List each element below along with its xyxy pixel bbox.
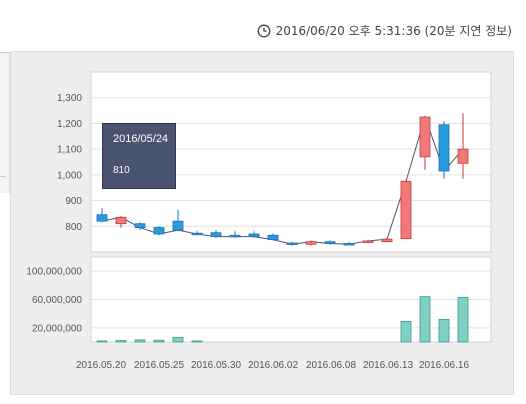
volume-bar	[153, 339, 165, 343]
candle-down	[134, 223, 146, 228]
candle-down	[210, 232, 222, 237]
candle-down	[172, 220, 184, 231]
candle-down	[267, 234, 279, 241]
x-tick-label: 2016.05.25	[134, 360, 184, 371]
price-tick-label: 1,100	[57, 145, 82, 156]
x-tick-label: 2016.06.02	[248, 360, 298, 371]
volume-bar	[438, 318, 450, 343]
timestamp-text: 2016/06/20 오후 5:31:36 (20분 지연 정보)	[275, 24, 512, 38]
x-tick-label: 2016.06.08	[306, 360, 356, 371]
candle-down	[438, 124, 450, 172]
timestamp: 2016/06/20 오후 5:31:36 (20분 지연 정보)	[257, 22, 512, 39]
candle-down	[229, 234, 241, 238]
volume-tick-label: 100,000,000	[26, 267, 82, 278]
price-tick-label: 1,000	[57, 170, 82, 181]
x-tick-label: 2016.05.20	[76, 360, 126, 371]
x-tick-label: 2016.06.16	[419, 360, 469, 371]
left-panel-edge	[0, 52, 10, 193]
left-panel-tick	[0, 176, 6, 177]
candle-up	[362, 240, 374, 243]
candle-up	[457, 148, 469, 164]
candle-up	[381, 238, 393, 243]
chart-tooltip: 2016/05/24 810	[102, 123, 176, 189]
candle-down	[96, 214, 108, 222]
volume-bar	[96, 340, 108, 343]
candle-up	[115, 216, 127, 225]
candle-down	[153, 227, 165, 235]
price-tick-label: 1,200	[57, 119, 82, 130]
x-tick-label: 2016.06.13	[363, 360, 413, 371]
candle-down	[191, 232, 203, 236]
volume-bar	[191, 340, 203, 343]
clock-icon	[257, 24, 271, 37]
candle-up	[419, 116, 431, 158]
x-tick-label: 2016.05.30	[191, 360, 241, 371]
chart-panel: 800 900 1,000 1,100 1,200 1,300 20,000,000 60,0…	[10, 51, 514, 395]
candle-up	[400, 180, 412, 240]
tooltip-date: 2016/05/24	[113, 133, 169, 145]
candle-down	[343, 243, 355, 246]
candle-down	[324, 241, 336, 244]
stock-chart: 800 900 1,000 1,100 1,200 1,300 20,000,000 60,0…	[26, 71, 492, 371]
volume-bar	[115, 340, 127, 343]
candle-down	[286, 242, 298, 245]
tooltip-value: 810	[113, 165, 130, 176]
volume-bar	[419, 296, 431, 343]
candle-down	[248, 233, 260, 237]
volume-bar	[172, 336, 184, 343]
price-tick-label: 900	[65, 196, 82, 207]
price-tick-label: 1,300	[57, 93, 82, 104]
volume-tick-label: 60,000,000	[32, 295, 82, 306]
volume-tick-label: 20,000,000	[32, 323, 82, 334]
candle-up	[305, 241, 317, 245]
volume-bar	[400, 321, 412, 343]
volume-bar	[457, 296, 469, 343]
price-tick-label: 800	[65, 222, 82, 233]
volume-bar	[134, 339, 146, 343]
